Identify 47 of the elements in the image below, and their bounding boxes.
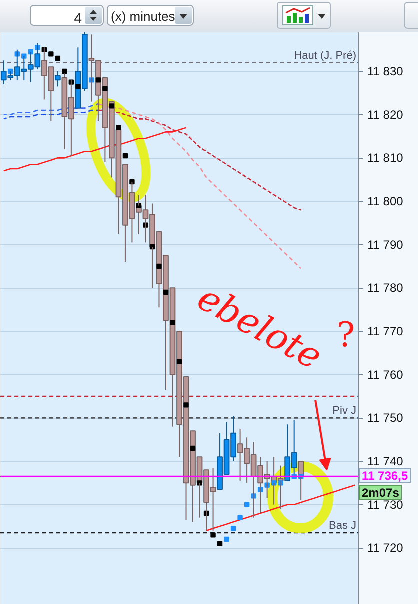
point <box>244 502 250 508</box>
point <box>62 68 68 74</box>
ref-line-label: Piv J <box>332 405 357 418</box>
point <box>163 290 169 296</box>
point <box>184 402 189 408</box>
y-tick-label: 11 740 <box>368 454 404 468</box>
y-tick-label: 11 820 <box>368 108 404 122</box>
point <box>238 515 243 520</box>
y-tick-label: 11 780 <box>368 281 404 296</box>
y-tick-label: 11 810 <box>368 151 404 166</box>
point <box>224 536 230 542</box>
y-tick-label: 11 720 <box>368 541 404 556</box>
candlestick <box>54 71 61 88</box>
point <box>48 52 54 57</box>
point <box>22 54 27 59</box>
y-tick-label: 11 750 <box>368 411 404 426</box>
ref-line-label: Haut (J, Pré) <box>294 50 357 62</box>
y-tick-label: 11 730 <box>368 498 404 512</box>
point <box>176 359 182 364</box>
point <box>109 104 115 109</box>
line-series <box>98 103 302 270</box>
point <box>190 446 196 452</box>
line-series <box>3 127 187 172</box>
y-tick-label: 11 760 <box>368 368 404 382</box>
line-series <box>206 484 356 532</box>
text: (x) minutes <box>111 8 176 26</box>
point <box>116 125 122 130</box>
point <box>217 541 223 546</box>
point <box>55 56 61 62</box>
annotation: ? <box>336 316 356 356</box>
point <box>230 526 236 532</box>
ref-line-label: Bas J <box>328 520 357 532</box>
text: 2m07s <box>359 485 402 500</box>
y-tick-label: 11 790 <box>368 238 404 252</box>
point <box>122 153 128 159</box>
point <box>76 84 81 90</box>
point <box>96 78 102 83</box>
y-tick-label: 11 830 <box>368 64 404 78</box>
point <box>156 264 162 270</box>
point <box>210 532 216 538</box>
y-tick-label: 11 800 <box>368 194 404 208</box>
ref-line-label: 11 736,5 <box>359 468 412 484</box>
point <box>170 320 176 326</box>
y-tick-label: 11 770 <box>368 324 404 338</box>
line-series <box>98 110 302 211</box>
point <box>102 86 108 92</box>
text: 4 <box>74 9 82 28</box>
